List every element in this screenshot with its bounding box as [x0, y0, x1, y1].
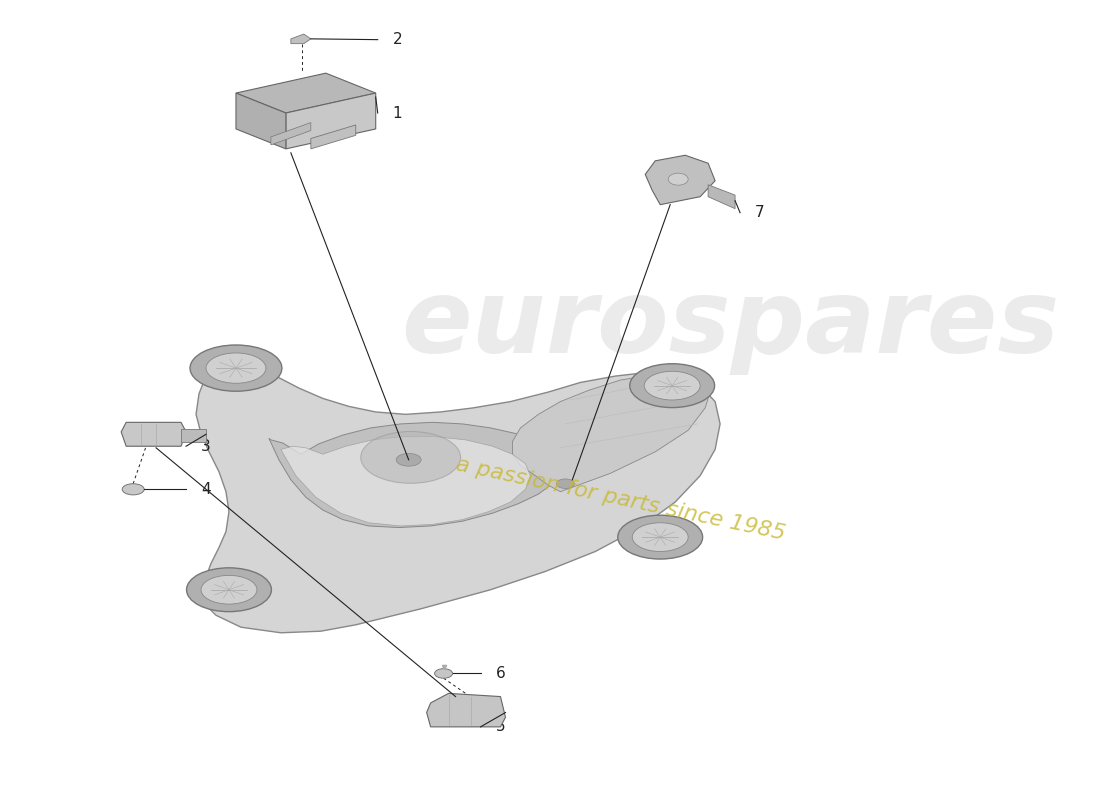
Text: 1: 1 [393, 106, 403, 121]
Ellipse shape [668, 173, 689, 185]
Polygon shape [196, 354, 720, 633]
Text: 6: 6 [495, 666, 505, 681]
Text: 3: 3 [201, 438, 211, 454]
Text: 2: 2 [393, 32, 403, 47]
Polygon shape [311, 125, 355, 149]
Text: eurospares: eurospares [400, 274, 1059, 374]
Polygon shape [280, 437, 530, 526]
Ellipse shape [396, 454, 421, 466]
Polygon shape [286, 93, 376, 149]
Polygon shape [290, 34, 311, 44]
Polygon shape [646, 155, 715, 205]
Ellipse shape [206, 353, 266, 383]
Polygon shape [268, 422, 559, 527]
Ellipse shape [187, 568, 272, 612]
Ellipse shape [618, 515, 703, 559]
Ellipse shape [201, 575, 257, 604]
Polygon shape [271, 122, 311, 145]
Ellipse shape [557, 479, 574, 489]
Polygon shape [427, 694, 506, 727]
Polygon shape [236, 73, 376, 113]
Ellipse shape [361, 431, 461, 483]
Polygon shape [182, 429, 206, 442]
Polygon shape [708, 185, 735, 209]
Ellipse shape [632, 522, 689, 551]
Polygon shape [513, 374, 711, 492]
Ellipse shape [630, 364, 715, 407]
Ellipse shape [434, 669, 452, 678]
Text: 5: 5 [495, 719, 505, 734]
Text: 7: 7 [755, 205, 764, 220]
Ellipse shape [190, 345, 282, 391]
Text: 4: 4 [201, 482, 211, 497]
Text: a passion for parts since 1985: a passion for parts since 1985 [453, 455, 786, 545]
Polygon shape [236, 93, 286, 149]
Ellipse shape [645, 371, 700, 400]
Polygon shape [121, 422, 186, 446]
Ellipse shape [122, 484, 144, 495]
